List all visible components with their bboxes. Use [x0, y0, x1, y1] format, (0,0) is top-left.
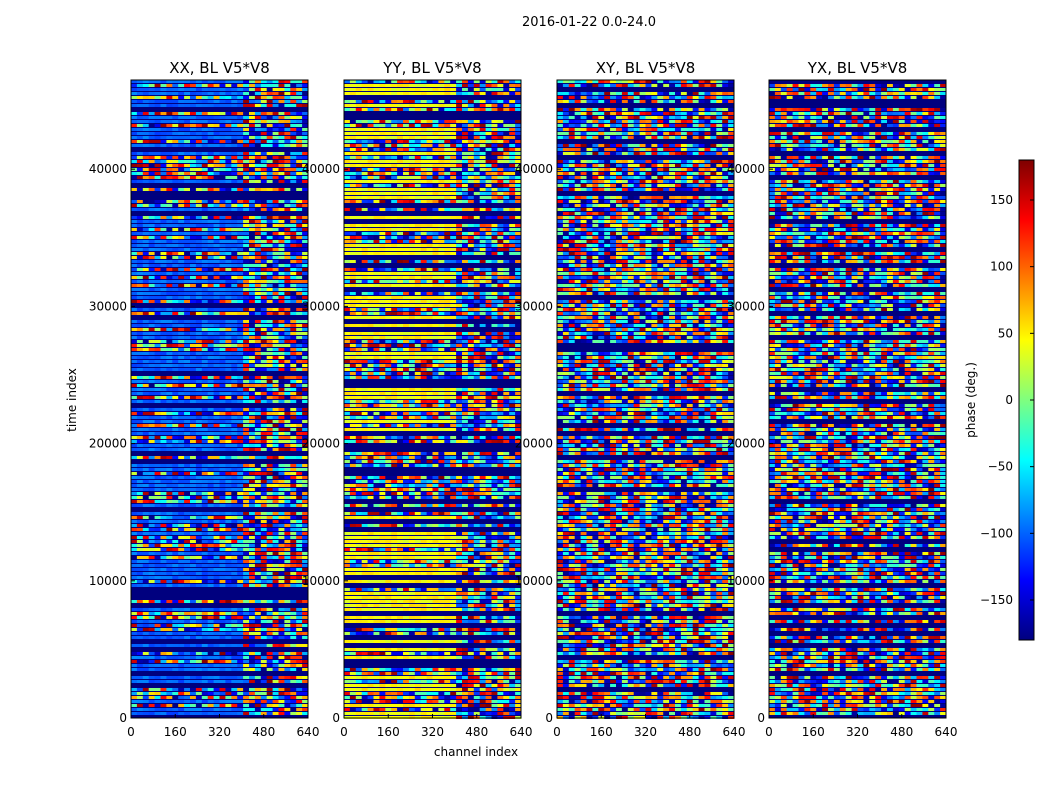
x-tick-label: 320: [421, 725, 444, 739]
y-tick-label: 30000: [727, 299, 765, 313]
panel-yy: YY, BL V5*V8 0 160 320 480 640 0 10000 20000 3000…: [302, 59, 533, 739]
colorbar-tick-label: 50: [998, 326, 1013, 340]
panel-title: YX, BL V5*V8: [807, 59, 908, 77]
x-tick-label: 320: [634, 725, 657, 739]
x-tick-label: 480: [252, 725, 275, 739]
panel-title: XY, BL V5*V8: [596, 59, 696, 77]
x-tick-label: 640: [510, 725, 533, 739]
y-tick-label: 0: [757, 711, 765, 725]
x-tick-label: 160: [164, 725, 187, 739]
x-tick-label: 0: [340, 725, 348, 739]
y-tick-label: 10000: [515, 574, 553, 588]
figure-title: 2016-01-22 0.0-24.0: [522, 15, 656, 30]
colorbar-tick-label: −100: [980, 526, 1013, 540]
x-tick-label: 160: [377, 725, 400, 739]
colorbar-tick-label: −50: [988, 460, 1013, 474]
colorbar-ticks: 150 100 50 0 −50 −100 −150: [980, 193, 1034, 607]
y-tick-label: 0: [545, 711, 553, 725]
y-tick-label: 40000: [727, 162, 765, 176]
colorbar-tick-label: 0: [1005, 393, 1013, 407]
y-tick-label: 10000: [727, 574, 765, 588]
x-tick-label: 480: [890, 725, 913, 739]
y-tick-label: 10000: [89, 574, 127, 588]
x-tick-label: 640: [723, 725, 746, 739]
x-tick-label: 0: [765, 725, 773, 739]
x-tick-label: 480: [678, 725, 701, 739]
y-axis-label: time index: [65, 368, 79, 432]
x-tick-label: 0: [553, 725, 561, 739]
panel-yx: YX, BL V5*V8 0 160 320 480 640 0 10000 20000 3000…: [727, 59, 958, 739]
colorbar-label: phase (deg.): [964, 362, 978, 438]
y-tick-label: 20000: [515, 437, 553, 451]
y-tick-label: 0: [119, 711, 127, 725]
x-tick-label: 320: [846, 725, 869, 739]
heatmap-cells: [344, 80, 522, 719]
colorbar: 150 100 50 0 −50 −100 −150 phase (deg.): [964, 159, 1035, 641]
x-tick-label: 640: [297, 725, 320, 739]
x-axis-label: channel index: [434, 745, 518, 759]
y-tick-label: 30000: [515, 299, 553, 313]
panel-xx: XX, BL V5*V8 0 160 320 480 640 0 10000 20000 3000…: [89, 59, 320, 739]
panel-title: XX, BL V5*V8: [169, 59, 270, 77]
panel-xy: XY, BL V5*V8 0 160 320 480 640 0 10000 20000 3000…: [515, 59, 746, 739]
x-tick-label: 160: [802, 725, 825, 739]
colorbar-tick-label: −150: [980, 593, 1013, 607]
y-tick-label: 40000: [302, 162, 340, 176]
y-tick-label: 40000: [89, 162, 127, 176]
y-tick-label: 40000: [515, 162, 553, 176]
x-tick-label: 0: [127, 725, 135, 739]
y-tick-label: 10000: [302, 574, 340, 588]
y-tick-label: 20000: [89, 437, 127, 451]
y-tick-label: 20000: [727, 437, 765, 451]
x-tick-label: 320: [208, 725, 231, 739]
y-tick-label: 0: [332, 711, 340, 725]
heatmap-cells: [557, 80, 735, 719]
x-tick-label: 480: [465, 725, 488, 739]
heatmap-cells: [769, 84, 947, 715]
x-tick-label: 160: [590, 725, 613, 739]
y-tick-label: 20000: [302, 437, 340, 451]
y-tick-label: 30000: [89, 299, 127, 313]
panels: XX, BL V5*V8 0 160 320 480 640 0 10000 20000 3000…: [89, 59, 958, 739]
colorbar-tick-label: 100: [990, 260, 1013, 274]
y-tick-label: 30000: [302, 299, 340, 313]
x-tick-label: 640: [935, 725, 958, 739]
colorbar-tick-label: 150: [990, 193, 1013, 207]
panel-title: YY, BL V5*V8: [382, 59, 481, 77]
heatmap-cells: [131, 80, 309, 715]
